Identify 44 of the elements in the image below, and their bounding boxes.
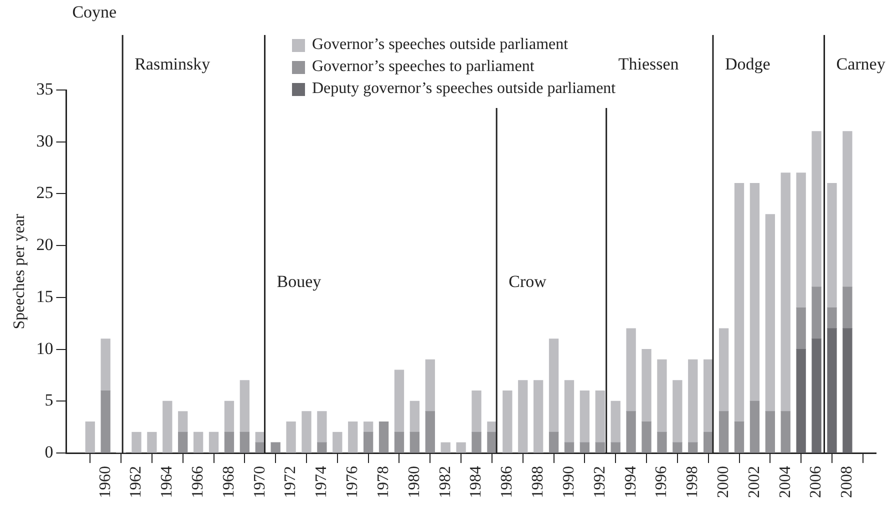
legend-label: Governor’s speeches outside parliament <box>312 35 568 55</box>
y-tick-label: 0 <box>44 442 54 462</box>
x-tick-label: 1972 <box>282 466 300 498</box>
ref-line-label: Rasminsky <box>134 54 211 74</box>
y-tick-label: 35 <box>36 79 54 98</box>
x-tick-label: 1970 <box>251 466 268 498</box>
x-tick-label: 1960 <box>96 466 114 498</box>
y-tick-label: 30 <box>36 131 54 150</box>
x-tick-label: 1990 <box>560 466 578 498</box>
ref-line-label: Crow <box>508 272 548 291</box>
legend-label: Governor’s speeches to parliament <box>312 57 534 77</box>
x-tick-label: 2002 <box>746 466 763 498</box>
x-tick-label: 1966 <box>190 466 207 498</box>
ref-line-label: Carney <box>836 54 886 74</box>
x-tick-label: 1984 <box>468 466 485 498</box>
x-tick-label: 1998 <box>684 466 702 498</box>
x-tick-label: 1978 <box>374 466 392 498</box>
y-tick-label: 20 <box>36 235 54 254</box>
x-tick-label: 1976 <box>344 466 362 498</box>
text: Coyne <box>72 2 117 22</box>
y-tick-label: 25 <box>36 183 54 202</box>
y-tick-label: 15 <box>36 286 54 306</box>
ref-line-label: Bouey <box>276 272 322 291</box>
x-tick-label: 2000 <box>715 466 732 498</box>
x-tick-label: 1996 <box>653 466 670 498</box>
x-tick-label: 1994 <box>622 466 640 498</box>
y-axis-title: Speeches per year <box>10 213 28 330</box>
x-tick-label: 2004 <box>776 466 794 498</box>
x-tick-label: 2008 <box>838 466 856 498</box>
ref-line-label: Dodge <box>724 54 770 74</box>
y-tick-label: 10 <box>36 338 54 358</box>
ref-line-label: Thiessen <box>618 54 680 74</box>
x-tick-label: 1962 <box>128 466 145 498</box>
y-tick-label: 5 <box>44 390 54 410</box>
x-tick-label: 1974 <box>313 466 330 498</box>
x-tick-label: 1992 <box>591 466 608 498</box>
legend-label: Deputy governor’s speeches outside parliament <box>312 79 616 99</box>
x-tick-label: 1986 <box>498 466 516 498</box>
x-tick-label: 1968 <box>220 466 238 498</box>
x-tick-label: 1980 <box>406 466 423 498</box>
x-tick-label: 1988 <box>530 466 547 498</box>
x-tick-label: 2006 <box>808 466 825 498</box>
x-tick-label: 1982 <box>436 466 454 498</box>
x-tick-label: 1964 <box>158 466 176 498</box>
